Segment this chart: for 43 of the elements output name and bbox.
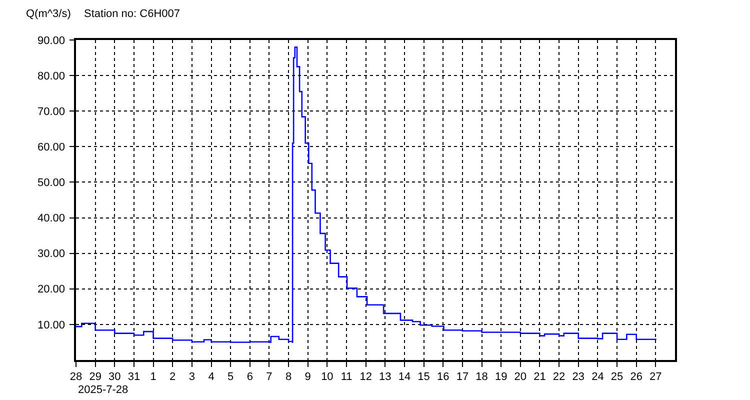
x-tick-label: 29	[89, 370, 102, 383]
y-tick-label: 70.00	[38, 106, 66, 118]
x-tick-label: 20	[514, 370, 527, 383]
x-tick-label: 9	[304, 370, 311, 383]
x-tick-label: 6	[246, 370, 253, 383]
y-tick-label: 90.00	[38, 34, 66, 47]
y-tick-label: 20.00	[38, 284, 66, 296]
x-tick-label: 5	[228, 370, 234, 383]
x-tick-label: 19	[494, 370, 508, 383]
x-tick-label: 10	[321, 370, 334, 383]
x-tick-label: 15	[418, 370, 430, 383]
x-tick-label: 3	[188, 370, 196, 383]
chart-title: Station no: C6H007	[84, 8, 180, 20]
x-tick-label: 24	[592, 370, 604, 383]
y-tick-label: 80.00	[38, 70, 66, 82]
x-tick-label: 4	[208, 370, 214, 383]
y-axis-title: Q(m^3/s)	[26, 8, 71, 20]
x-tick-label: 16	[437, 370, 450, 383]
y-tick-label: 60.00	[38, 142, 66, 154]
x-tick-label: 8	[285, 370, 292, 383]
x-tick-label: 28	[70, 370, 82, 383]
x-tick-label: 13	[379, 370, 392, 383]
x-tick-label: 12	[360, 370, 372, 383]
x-tick-label: 14	[398, 370, 411, 383]
x-tick-label: 1	[150, 370, 156, 383]
y-tick-label: 40.00	[38, 212, 66, 225]
y-tick-label: 30.00	[38, 248, 66, 260]
x-tick-label: 11	[340, 370, 352, 383]
x-tick-label: 23	[572, 370, 585, 383]
x-tick-label: 18	[476, 370, 488, 383]
x-tick-label: 22	[552, 370, 566, 383]
x-tick-label: 17	[456, 370, 469, 383]
x-tick-label: 25	[610, 370, 624, 383]
x-tick-label: 21	[534, 370, 546, 383]
text: 2025-7-28	[78, 384, 128, 396]
x-tick-label: 7	[266, 370, 272, 383]
y-tick-label: 10.00	[38, 319, 66, 332]
x-tick-label: 30	[108, 370, 121, 383]
y-tick-label: 50.00	[38, 177, 66, 190]
x-tick-label: 31	[128, 370, 140, 383]
x-tick-label: 2	[170, 370, 176, 383]
x-tick-label: 26	[630, 370, 642, 383]
x-tick-label: 27	[650, 370, 662, 383]
